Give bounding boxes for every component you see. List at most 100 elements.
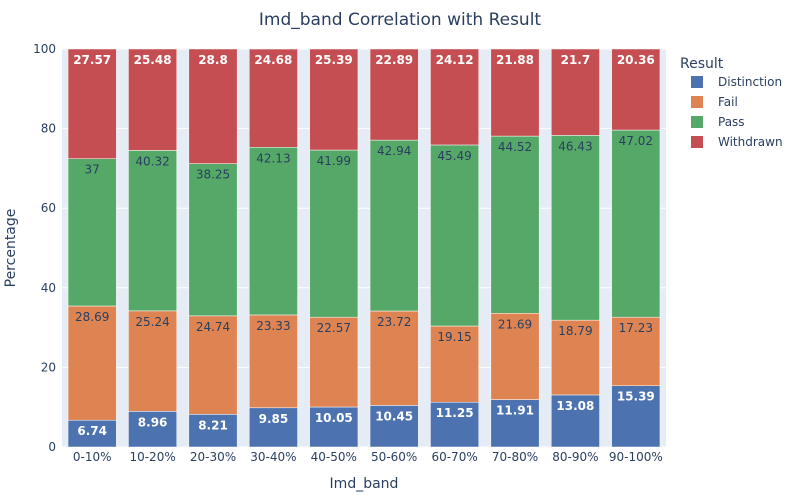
y-tick-label: 60 [41,201,56,215]
bar-distinction-20-30% [188,414,238,448]
bar-distinction-30-40% [248,407,298,448]
bar-pass-70-80% [490,135,540,314]
bar-pass-60-70% [430,144,480,327]
bar-value-label: 6.74 [77,424,107,438]
bar-value-label: 22.89 [375,53,413,67]
bar-withdrawn-40-50% [309,48,359,151]
chart-title: Imd_band Correlation with Result [259,10,542,30]
bar-value-label: 19.15 [437,330,471,344]
bar-fail-10-20% [128,310,178,412]
bar-value-label: 41.99 [317,154,351,168]
bar-value-label: 25.39 [315,53,353,67]
bar-value-label: 24.68 [254,53,292,67]
legend-swatch-withdrawn [691,136,703,148]
bar-pass-80-90% [550,135,600,321]
y-axis-title: Percentage [3,209,19,288]
bar-value-label: 8.96 [138,415,168,429]
bar-distinction-90-100% [611,385,661,448]
legend-title: Result [680,56,724,72]
bar-distinction-60-70% [430,401,480,448]
bar-value-label: 24.74 [196,320,230,334]
bar-pass-50-60% [369,139,419,312]
bar-fail-0-10% [67,305,117,421]
x-tick-label: 80-90% [552,450,598,464]
bar-pass-0-10% [67,158,117,307]
legend-label-distinction: Distinction [718,75,782,89]
bar-distinction-40-50% [309,406,359,448]
bar-value-label: 23.72 [377,315,411,329]
bar-pass-30-40% [248,147,298,316]
legend-swatch-distinction [691,76,703,88]
bar-value-label: 42.94 [377,144,411,158]
bar-value-label: 38.25 [196,168,230,182]
bar-pass-40-50% [309,149,359,318]
bar-value-label: 24.12 [436,53,474,67]
bar-value-label: 17.23 [619,321,653,335]
bar-value-label: 21.69 [498,317,532,331]
bar-withdrawn-30-40% [248,48,298,148]
bar-pass-90-100% [611,129,661,318]
bar-value-label: 13.08 [556,399,594,413]
bar-fail-20-30% [188,315,238,415]
bar-value-label: 21.88 [496,53,534,67]
bar-value-label: 47.02 [619,134,653,148]
bars [67,48,661,448]
bar-value-label: 9.85 [259,412,289,426]
legend-label-pass: Pass [718,115,745,129]
bar-withdrawn-20-30% [188,48,238,164]
bar-fail-40-50% [309,316,359,408]
bar-value-label: 25.48 [134,53,172,67]
y-tick-label: 80 [41,122,56,136]
y-tick-label: 0 [48,440,56,454]
bar-value-label: 37 [85,163,100,177]
y-tick-label: 20 [41,360,56,374]
legend-label-withdrawn: Withdrawn [718,135,783,149]
bar-fail-30-40% [248,314,298,409]
bar-withdrawn-60-70% [430,48,480,146]
bar-value-label: 11.25 [436,406,474,420]
bar-value-label: 40.32 [135,154,169,168]
x-tick-label: 90-100% [609,450,663,464]
bar-withdrawn-90-100% [611,48,661,131]
bar-value-label: 22.57 [317,321,351,335]
bar-distinction-80-90% [550,394,600,448]
bar-value-label: 23.33 [256,319,290,333]
bar-value-label: 10.05 [315,411,353,425]
x-tick-label: 20-30% [190,450,236,464]
bar-distinction-70-80% [490,399,540,448]
bar-fail-50-60% [369,310,419,406]
bar-withdrawn-0-10% [67,48,117,159]
bar-value-label: 28.69 [75,310,109,324]
bar-value-label: 20.36 [617,53,655,67]
bar-value-label: 15.39 [617,390,655,404]
bar-pass-20-30% [188,163,238,317]
bar-value-label: 8.21 [198,418,228,432]
x-tick-label: 10-20% [129,450,175,464]
bar-pass-10-20% [128,150,178,312]
bar-labels: 6.74 28.69 37 27.57 8.96 25.24 40.32 25.48 8.21 2… [73,53,655,438]
bar-value-label: 27.57 [73,53,111,67]
bar-withdrawn-70-80% [490,48,540,137]
bar-fail-80-90% [550,319,600,396]
bar-value-label: 18.79 [558,324,592,338]
bar-value-label: 28.8 [198,53,228,67]
legend-label-fail: Fail [718,95,738,109]
x-tick-label: 70-80% [492,450,538,464]
bar-value-label: 46.43 [558,139,592,153]
bar-fail-90-100% [611,316,661,386]
x-tick-label: 0-10% [73,450,112,464]
bar-value-label: 11.91 [496,404,534,418]
bar-distinction-50-60% [369,405,419,448]
bar-distinction-10-20% [128,411,178,448]
legend-swatch-pass [691,116,703,128]
x-tick-label: 30-40% [250,450,296,464]
bar-value-label: 45.49 [437,149,471,163]
bar-value-label: 10.45 [375,409,413,423]
y-tick-label: 100 [33,42,56,56]
legend: Result Distinction Fail Pass Withdrawn [680,56,783,149]
x-axis-title: Imd_band [330,476,399,492]
bar-withdrawn-10-20% [128,48,178,151]
bar-fail-60-70% [430,325,480,403]
bar-withdrawn-80-90% [550,48,600,136]
y-tick-label: 40 [41,281,56,295]
